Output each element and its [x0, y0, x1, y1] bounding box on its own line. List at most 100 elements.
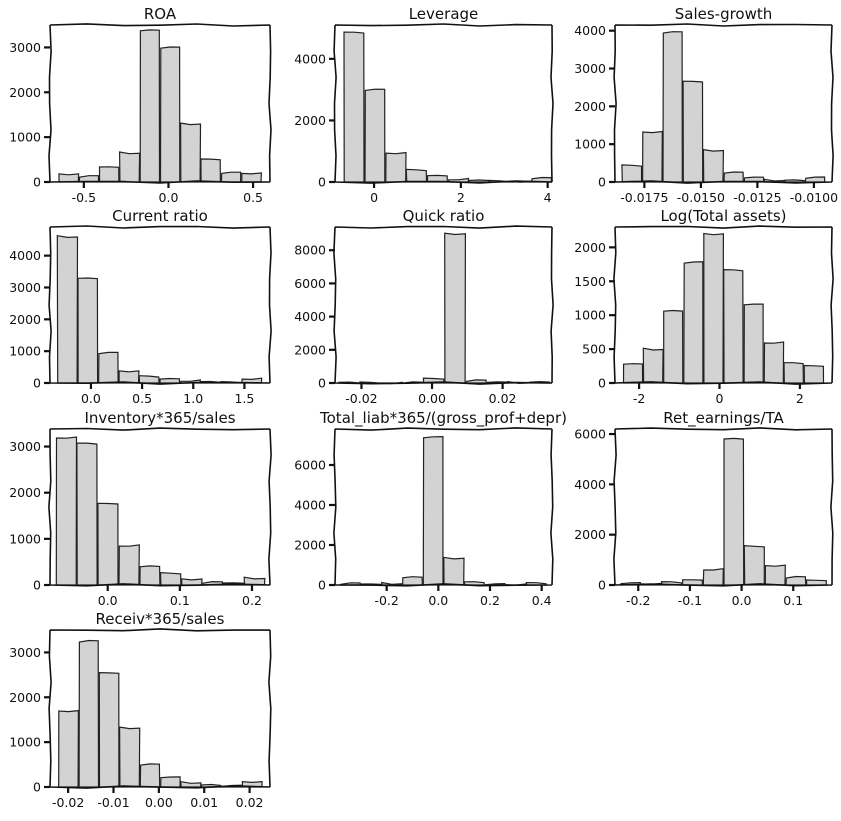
axes-frame — [48, 225, 272, 385]
histogram-panel: Quick ratio -0.02 0.00 0.02 0 2000 4000 6000 800… — [294, 207, 554, 406]
histogram-bar — [139, 763, 161, 788]
y-tick-label: 2000 — [9, 690, 41, 705]
x-tick-label: 0.0 — [732, 593, 752, 608]
y-tick-label: 2000 — [294, 538, 326, 553]
x-tick-label: 0.0 — [428, 593, 448, 608]
y-tick-label: 0 — [33, 376, 41, 391]
histogram-panel: Receiv*365/sales -0.02 -0.01 0.00 0.01 0.02 0 1… — [9, 610, 272, 810]
axes-frame — [48, 427, 272, 587]
histogram-bar — [343, 31, 365, 183]
axes-frame — [333, 23, 554, 184]
histogram-bar — [785, 575, 807, 586]
chart-title: Receiv*365/sales — [96, 610, 225, 628]
histogram-bar — [804, 176, 826, 183]
histogram-bar — [159, 571, 182, 586]
y-tick-label: 3000 — [9, 40, 41, 55]
histogram-bar — [805, 579, 827, 586]
histogram-bar — [55, 436, 78, 586]
chart-title: Quick ratio — [403, 207, 485, 225]
y-tick-label: 0 — [33, 175, 41, 190]
histogram-bar — [702, 568, 724, 586]
histogram-bar — [764, 564, 786, 586]
histogram-bar — [662, 31, 683, 183]
histogram-bar — [364, 88, 386, 183]
histogram-bar — [118, 544, 140, 586]
histogram-panel: Inventory*365/sales 0.0 0.1 0.2 0 1000 2000 300… — [9, 409, 272, 608]
histogram-bar — [763, 341, 785, 384]
x-tick-label: 0.1 — [170, 593, 190, 608]
histogram-bar — [663, 309, 684, 384]
y-tick-label: 4000 — [294, 498, 326, 513]
histogram-bar — [118, 726, 141, 788]
histogram-bar — [179, 122, 202, 183]
y-tick-label: 6000 — [294, 276, 326, 291]
x-tick-label: -2 — [633, 391, 645, 406]
histogram-bar — [682, 80, 704, 183]
chart-title: Log(Total assets) — [660, 207, 786, 225]
histogram-bar — [743, 303, 764, 384]
chart-title: Total_liab*365/(gross_prof+depr) — [319, 409, 567, 428]
histogram-bar — [622, 363, 644, 384]
histogram-bar — [58, 709, 80, 788]
histogram-panel: ROA -0.5 0.0 0.5 0 1000 2000 3000 — [9, 5, 272, 205]
y-tick-label: 0 — [598, 175, 606, 190]
histogram-bar — [98, 671, 120, 788]
x-tick-label: 0.00 — [418, 391, 446, 406]
y-tick-label: 6000 — [294, 458, 326, 473]
histogram-bar — [200, 158, 222, 183]
x-tick-label: 1.0 — [183, 391, 203, 406]
histogram-bar — [220, 171, 242, 183]
y-tick-label: 1000 — [9, 344, 41, 359]
x-tick-label: -0.02 — [52, 795, 84, 810]
x-tick-label: -0.0125 — [733, 190, 781, 205]
y-tick-label: 2000 — [9, 485, 41, 500]
y-tick-label: 1000 — [574, 137, 606, 152]
histogram-panel: Leverage 0 2 4 0 2000 4000 — [294, 5, 554, 205]
histogram-bar — [468, 179, 490, 183]
chart-title: Inventory*365/sales — [84, 409, 235, 427]
x-tick-label: 0.2 — [242, 593, 262, 608]
y-tick-label: 8000 — [294, 243, 326, 258]
histogram-bar — [723, 437, 745, 586]
x-tick-label: 4 — [544, 190, 552, 205]
axes-frame — [613, 225, 834, 385]
y-tick-label: 0 — [318, 175, 326, 190]
y-tick-label: 1000 — [574, 308, 606, 323]
y-tick-label: 1000 — [9, 531, 41, 546]
x-tick-label: 0.00 — [145, 795, 173, 810]
axes-frame — [613, 23, 834, 184]
y-tick-label: 4000 — [294, 51, 326, 66]
x-tick-label: 0.0 — [81, 391, 101, 406]
histogram-bar — [444, 232, 467, 384]
y-tick-label: 4000 — [294, 309, 326, 324]
y-tick-label: 1000 — [9, 130, 41, 145]
y-tick-label: 0 — [33, 578, 41, 593]
chart-title: Leverage — [409, 5, 479, 23]
histogram-bar — [422, 435, 444, 586]
x-tick-label: 0.02 — [489, 391, 517, 406]
chart-title: Ret_earnings/TA — [663, 409, 784, 428]
x-tick-label: 2 — [796, 391, 804, 406]
x-tick-label: -0.1 — [678, 593, 702, 608]
y-tick-label: 2000 — [574, 240, 606, 255]
x-tick-label: 0.1 — [783, 593, 803, 608]
x-tick-label: 0 — [716, 391, 724, 406]
histogram-bar — [723, 171, 744, 183]
histogram-bar — [723, 268, 744, 384]
y-tick-label: 4000 — [574, 477, 606, 492]
axes-frame — [48, 23, 272, 184]
histogram-bar — [58, 173, 80, 183]
axes-frame — [48, 628, 272, 789]
y-tick-label: 2000 — [9, 85, 41, 100]
y-tick-label: 4000 — [9, 248, 41, 263]
y-tick-label: 3000 — [9, 645, 41, 660]
x-tick-label: 0.5 — [243, 190, 263, 205]
y-tick-label: 0 — [318, 376, 326, 391]
x-tick-label: 0.0 — [98, 593, 118, 608]
histogram-bar — [118, 370, 140, 384]
x-tick-label: -0.0175 — [620, 190, 668, 205]
histogram-bar — [465, 379, 487, 384]
y-tick-label: 6000 — [574, 427, 606, 442]
y-tick-label: 0 — [318, 578, 326, 593]
y-tick-label: 0 — [33, 780, 41, 795]
